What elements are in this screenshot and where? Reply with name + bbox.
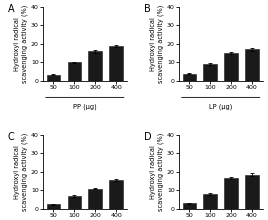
Bar bbox=[203, 194, 217, 209]
Bar bbox=[224, 178, 238, 209]
Bar bbox=[109, 46, 123, 81]
Y-axis label: Hydroxyl radical
scavenging activity (%): Hydroxyl radical scavenging activity (%) bbox=[150, 133, 164, 211]
Y-axis label: Hydroxyl radical
scavenging activity (%): Hydroxyl radical scavenging activity (%) bbox=[150, 5, 164, 83]
Bar bbox=[245, 49, 259, 81]
Text: D: D bbox=[144, 132, 151, 142]
Bar bbox=[68, 62, 81, 81]
Bar bbox=[245, 175, 259, 209]
Bar bbox=[183, 204, 196, 209]
Bar bbox=[88, 189, 102, 209]
Bar bbox=[47, 204, 60, 209]
Text: B: B bbox=[144, 4, 150, 14]
Text: A: A bbox=[8, 4, 14, 14]
Bar bbox=[224, 53, 238, 81]
Bar bbox=[203, 64, 217, 81]
Text: C: C bbox=[8, 132, 14, 142]
Bar bbox=[109, 180, 123, 209]
Text: LP (μg): LP (μg) bbox=[209, 103, 232, 110]
Y-axis label: Hydroxyl radical
scavenging activity (%): Hydroxyl radical scavenging activity (%) bbox=[14, 5, 28, 83]
Y-axis label: Hydroxyl radical
scavenging activity (%): Hydroxyl radical scavenging activity (%) bbox=[14, 133, 28, 211]
Bar bbox=[68, 196, 81, 209]
Text: PP (μg): PP (μg) bbox=[73, 103, 97, 110]
Bar bbox=[183, 73, 196, 81]
Bar bbox=[47, 75, 60, 81]
Bar bbox=[88, 51, 102, 81]
